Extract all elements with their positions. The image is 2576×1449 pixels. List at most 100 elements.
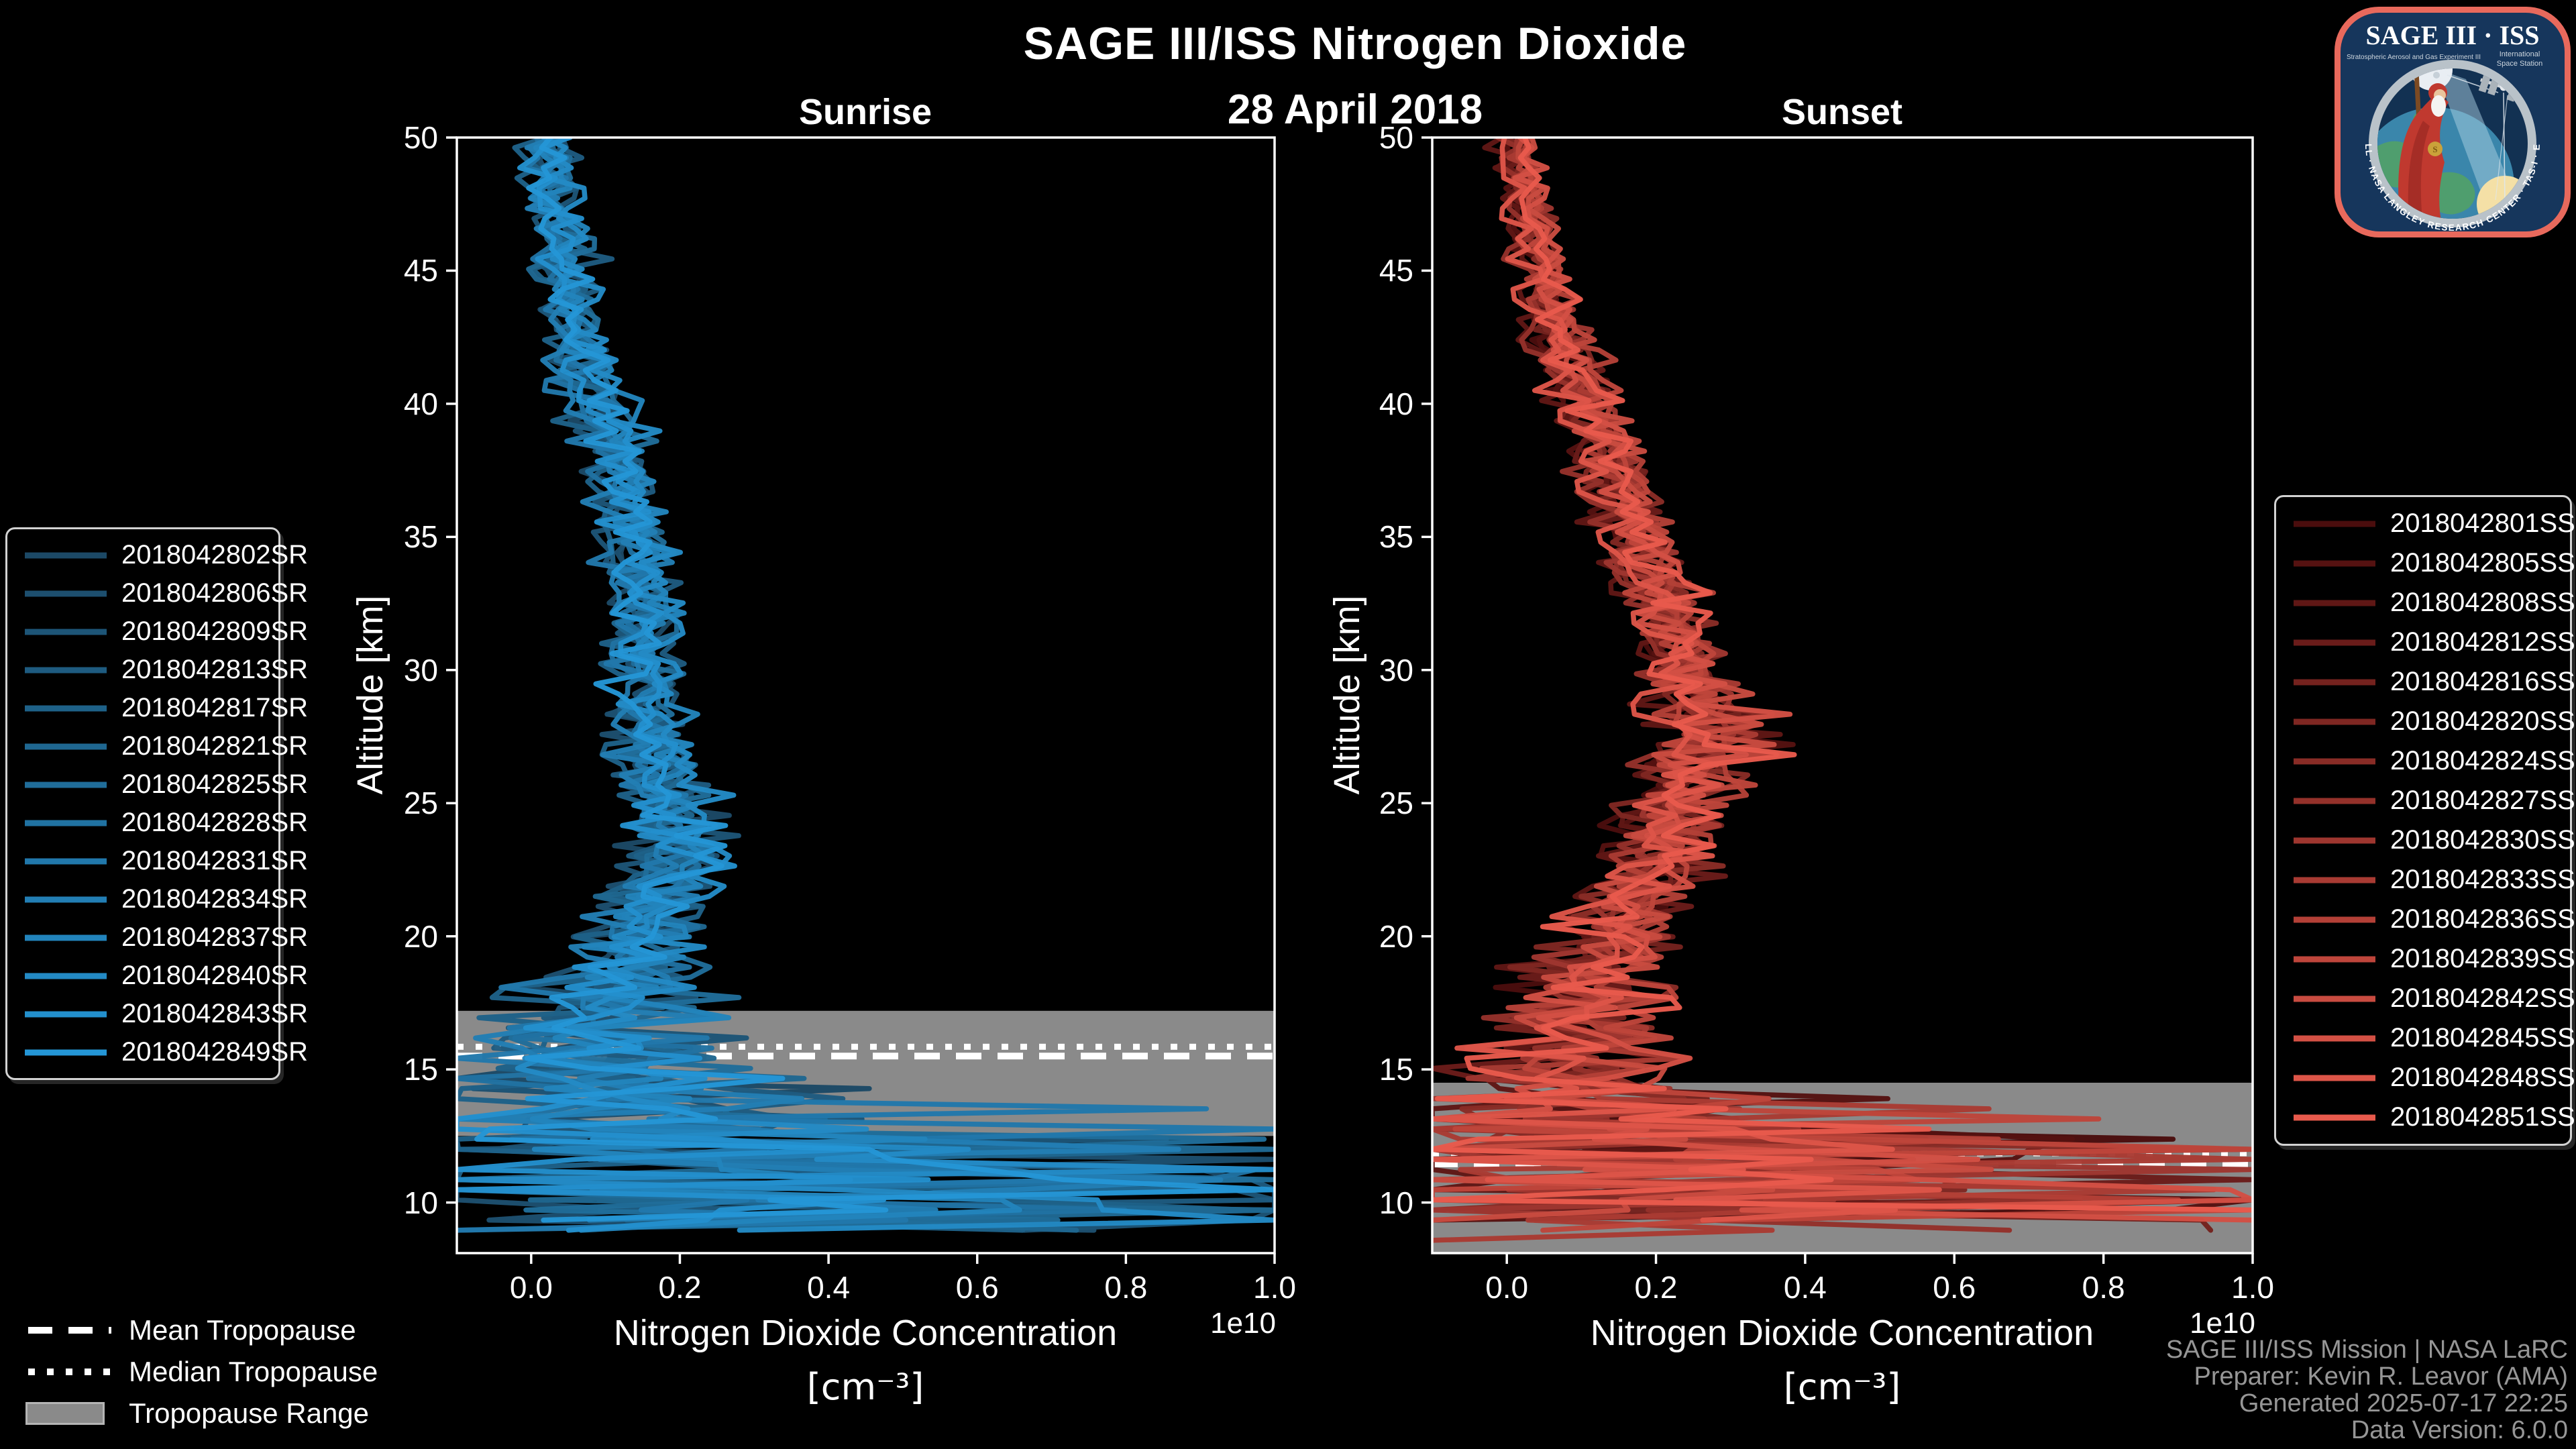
legend-line-swatch bbox=[2294, 758, 2375, 764]
tropopause-legend-row-mean: Mean Tropopause bbox=[25, 1309, 378, 1351]
y-tick-label: 45 bbox=[1379, 253, 1413, 288]
y-tick-label: 45 bbox=[403, 253, 438, 288]
x-tick-label: 0.0 bbox=[509, 1270, 553, 1305]
legend-line-swatch bbox=[2294, 837, 2375, 843]
legend-event-label: 2018042824SS bbox=[2390, 746, 2575, 775]
legend-item: 2018042849SR bbox=[11, 1033, 308, 1071]
legend-line-swatch bbox=[2294, 877, 2375, 883]
legend-line-swatch bbox=[25, 552, 107, 558]
profile-line-2018042849SR bbox=[474, 138, 1275, 1223]
legend-item: 2018042825SR bbox=[11, 765, 308, 804]
y-tick-label: 35 bbox=[1379, 519, 1413, 555]
legend-line-swatch bbox=[2294, 1114, 2375, 1120]
legend-line-swatch bbox=[2294, 521, 2375, 527]
legend-item: 2018042848SS bbox=[2280, 1058, 2575, 1097]
x-tick-label: 0.2 bbox=[658, 1270, 702, 1305]
legend-item: 2018042820SS bbox=[2280, 702, 2575, 741]
legend-item: 2018042840SR bbox=[11, 957, 308, 995]
mean-tropopause-dash-icon bbox=[25, 1326, 114, 1335]
attribution-preparer: Preparer: Kevin R. Leavor (AMA) bbox=[2194, 1362, 2568, 1391]
mean-tropopause-label: Mean Tropopause bbox=[129, 1314, 356, 1346]
legend-event-label: 2018042830SS bbox=[2390, 825, 2575, 855]
x-axis-label-sunset: Nitrogen Dioxide Concentration bbox=[1590, 1313, 2094, 1353]
legend-line-swatch bbox=[25, 820, 107, 826]
legend-item: 2018042843SR bbox=[11, 995, 308, 1033]
x-axis-label-sunrise: Nitrogen Dioxide Concentration bbox=[613, 1313, 1118, 1353]
tropopause-legend-row-median: Median Tropopause bbox=[25, 1351, 378, 1393]
profile-line-2018042851SS bbox=[1432, 138, 2253, 1213]
attribution-block: SAGE III/ISS Mission | NASA LaRC Prepare… bbox=[2166, 1336, 2568, 1444]
legend-event-label: 2018042840SR bbox=[121, 961, 309, 990]
legend-line-swatch bbox=[25, 1011, 107, 1017]
y-tick-label: 20 bbox=[403, 918, 438, 954]
legend-line-swatch bbox=[25, 858, 107, 864]
legend-event-label: 2018042809SR bbox=[121, 616, 309, 646]
legend-item: 2018042833SS bbox=[2280, 860, 2575, 900]
legend-event-label: 2018042843SR bbox=[121, 999, 309, 1028]
legend-item: 2018042805SS bbox=[2280, 543, 2575, 583]
x-axis-offset-sunrise: 1e10 bbox=[1210, 1307, 1276, 1340]
median-tropopause-dot-icon bbox=[25, 1367, 114, 1377]
legend-item: 2018042827SS bbox=[2280, 781, 2575, 820]
legend-line-swatch bbox=[25, 590, 107, 596]
legend-event-label: 2018042825SR bbox=[121, 769, 309, 799]
legend-item: 2018042837SR bbox=[11, 918, 308, 957]
x-tick-label: 0.8 bbox=[2082, 1270, 2125, 1305]
y-tick-label: 10 bbox=[1379, 1185, 1413, 1220]
profile-line-2018042805SS bbox=[1490, 138, 2253, 1223]
legend-line-swatch bbox=[25, 934, 107, 941]
legend-line-swatch bbox=[2294, 560, 2375, 566]
legend-event-label: 2018042828SR bbox=[121, 808, 309, 837]
legend-event-label: 2018042808SS bbox=[2390, 588, 2575, 617]
figure-title: SAGE III/ISS Nitrogen Dioxide bbox=[1023, 18, 1687, 69]
legend-line-swatch bbox=[25, 743, 107, 749]
legend-event-label: 2018042845SS bbox=[2390, 1023, 2575, 1053]
x-tick-label: 0.4 bbox=[1783, 1270, 1827, 1305]
legend-line-swatch bbox=[25, 973, 107, 979]
legend-event-label: 2018042831SR bbox=[121, 846, 309, 875]
legend-event-label: 2018042813SR bbox=[121, 655, 309, 684]
legend-event-label: 2018042817SR bbox=[121, 693, 309, 722]
y-tick-label: 40 bbox=[403, 386, 438, 421]
legend-line-swatch bbox=[2294, 1075, 2375, 1081]
attribution-mission: SAGE III/ISS Mission | NASA LaRC bbox=[2165, 1336, 2568, 1364]
legend-sunrise-events: 2018042802SR 2018042806SR 2018042809SR 2018… bbox=[5, 527, 308, 1080]
median-tropopause-label: Median Tropopause bbox=[129, 1356, 378, 1387]
patch-subtitle-right-1: International bbox=[2500, 50, 2540, 58]
y-tick-label: 35 bbox=[403, 519, 438, 555]
legend-item: 2018042836SS bbox=[2280, 900, 2575, 939]
y-tick-label: 30 bbox=[1379, 652, 1413, 688]
patch-subtitle-left: Stratospheric Aerosol and Gas Experiment… bbox=[2347, 54, 2481, 61]
legend-line-swatch bbox=[25, 896, 107, 902]
legend-event-label: 2018042806SR bbox=[121, 578, 309, 608]
legend-event-label: 2018042836SS bbox=[2390, 904, 2575, 934]
legend-item: 2018042802SR bbox=[11, 536, 308, 574]
sage-iii-iss-mission-patch: SAGE III · ISS Stratospheric Aerosol and… bbox=[2334, 7, 2571, 237]
profile-line-2018042834SR bbox=[457, 138, 1224, 1223]
legend-item: 2018042817SR bbox=[11, 689, 308, 727]
x-axis-offset-sunset: 1e10 bbox=[2190, 1307, 2255, 1340]
legend-event-label: 2018042805SS bbox=[2390, 548, 2575, 578]
y-tick-label: 30 bbox=[403, 652, 438, 688]
x-tick-label: 0.2 bbox=[1634, 1270, 1678, 1305]
x-tick-label: 0.8 bbox=[1104, 1270, 1148, 1305]
y-tick-label: 15 bbox=[403, 1052, 438, 1087]
legend-item: 2018042851SS bbox=[2280, 1097, 2575, 1137]
y-axis-label-sunset: Altitude [km] bbox=[1327, 595, 1367, 795]
legend-line-swatch bbox=[2294, 639, 2375, 645]
legend-item: 2018042812SS bbox=[2280, 623, 2575, 662]
legend-line-swatch bbox=[2294, 996, 2375, 1002]
y-tick-label: 15 bbox=[1379, 1052, 1413, 1087]
plot-frame bbox=[455, 136, 1276, 1254]
plot-frame bbox=[1431, 136, 2254, 1254]
legend-event-label: 2018042842SS bbox=[2390, 983, 2575, 1013]
legend-line-swatch bbox=[25, 705, 107, 711]
legend-line-swatch bbox=[25, 782, 107, 788]
legend-item: 2018042828SR bbox=[11, 804, 308, 842]
legend-event-label: 2018042812SS bbox=[2390, 627, 2575, 657]
y-tick-label: 25 bbox=[1379, 786, 1413, 821]
y-tick-label: 50 bbox=[1379, 120, 1413, 155]
legend-event-label: 2018042848SS bbox=[2390, 1063, 2575, 1092]
legend-event-label: 2018042849SR bbox=[121, 1037, 309, 1067]
